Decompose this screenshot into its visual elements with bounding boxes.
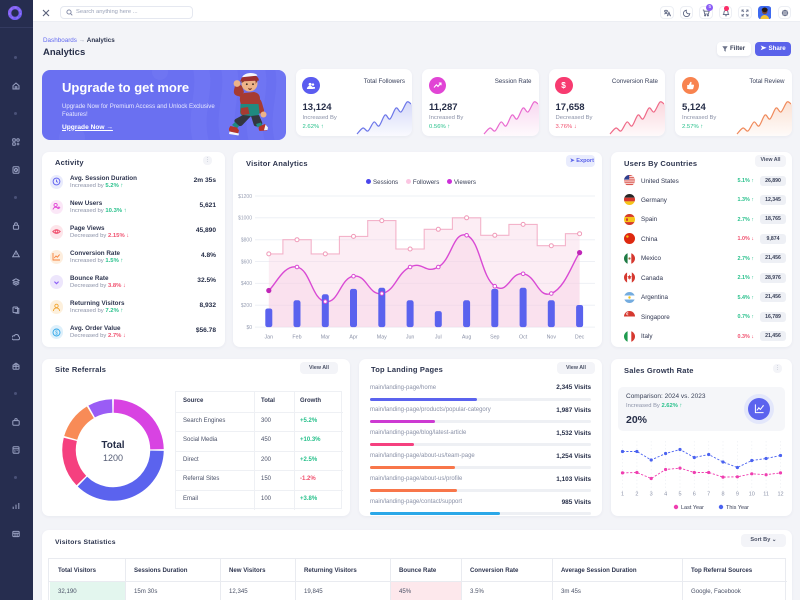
svg-text:$: $	[55, 330, 58, 336]
svg-text:Nov: Nov	[547, 335, 557, 341]
svg-text:12: 12	[777, 491, 783, 497]
svg-text:3: 3	[649, 491, 652, 497]
svg-text:1: 1	[620, 491, 623, 497]
svg-text:Sep: Sep	[490, 335, 499, 341]
svg-text:Apr: Apr	[349, 335, 357, 341]
svg-text:$1200: $1200	[238, 194, 252, 200]
svg-text:2: 2	[635, 491, 638, 497]
svg-text:Jan: Jan	[265, 335, 274, 341]
svg-text:Aug: Aug	[462, 335, 471, 341]
svg-text:This Year: This Year	[726, 505, 749, 511]
svg-text:7: 7	[707, 491, 710, 497]
svg-text:6: 6	[692, 491, 695, 497]
svg-text:$0: $0	[246, 325, 252, 331]
svg-text:Oct: Oct	[519, 335, 528, 341]
svg-text:May: May	[377, 335, 387, 341]
svg-text:$800: $800	[241, 238, 252, 244]
svg-text:$200: $200	[241, 303, 252, 309]
svg-text:Feb: Feb	[292, 335, 301, 341]
svg-text:9: 9	[735, 491, 738, 497]
svg-text:$600: $600	[241, 259, 252, 265]
svg-text:Mar: Mar	[321, 335, 330, 341]
svg-text:Last Year: Last Year	[681, 505, 704, 511]
svg-text:5: 5	[678, 491, 681, 497]
svg-text:10: 10	[748, 491, 754, 497]
svg-text:8: 8	[721, 491, 724, 497]
svg-text:Jun: Jun	[406, 335, 415, 341]
svg-text:4: 4	[664, 491, 667, 497]
svg-text:$1000: $1000	[238, 216, 252, 222]
svg-text:Dec: Dec	[575, 335, 585, 341]
svg-text:$400: $400	[241, 281, 252, 287]
svg-text:$: $	[561, 81, 566, 90]
svg-text:Jul: Jul	[435, 335, 442, 341]
svg-text:11: 11	[763, 491, 769, 497]
